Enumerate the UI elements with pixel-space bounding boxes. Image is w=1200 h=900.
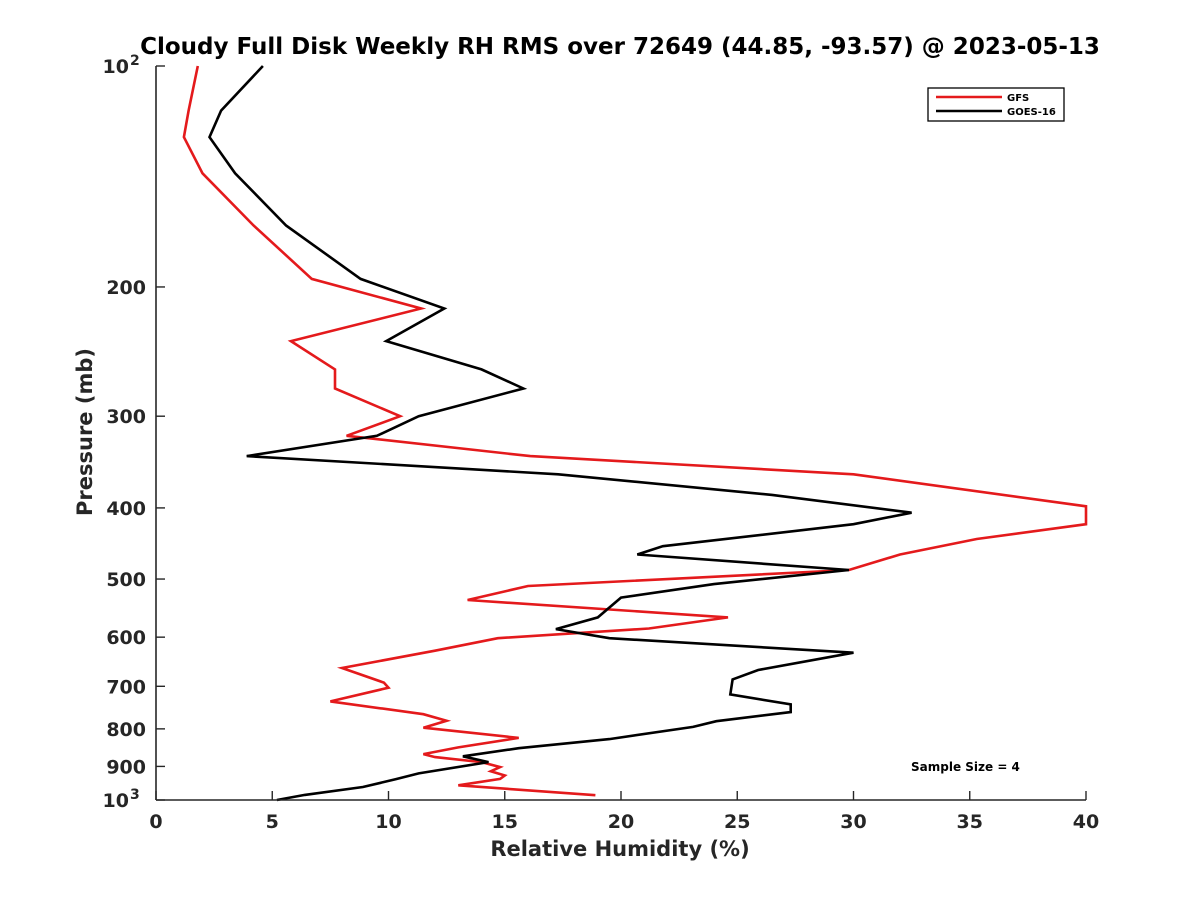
y-tick-exponent: 2 [130, 53, 140, 69]
y-tick-label: 200 [106, 277, 146, 299]
y-tick-label: 900 [106, 756, 146, 778]
x-tick-label: 35 [957, 811, 983, 833]
series-layer [182, 65, 1088, 802]
legend-box [927, 87, 1065, 122]
x-tick-label: 15 [492, 811, 518, 833]
x-tick-label: 5 [266, 811, 279, 833]
plot-background [156, 66, 1086, 800]
x-tick-label: 25 [724, 811, 750, 833]
y-tick-label: 400 [106, 498, 146, 520]
y-tick-label: 800 [106, 719, 146, 741]
y-tick-label: 10 [103, 790, 129, 812]
x-tick-label: 20 [608, 811, 634, 833]
y-tick-label: 600 [106, 627, 146, 649]
sample-size-annotation: Sample Size = 4 [911, 760, 1020, 774]
y-tick-label: 700 [106, 676, 146, 698]
y-tick-label: 300 [106, 406, 146, 428]
x-tick-label: 40 [1073, 811, 1099, 833]
y-tick-label: 500 [106, 569, 146, 591]
series-line-goes16 [208, 65, 912, 802]
legend-label-goes16: GOES-16 [1007, 107, 1056, 118]
x-tick-label: 10 [375, 811, 401, 833]
x-axis-ticks: 0 5 10 15 20 25 30 35 40 [149, 791, 1099, 833]
legend-label-gfs: GFS [1007, 93, 1029, 104]
y-tick-exponent: 3 [130, 787, 140, 803]
y-axis-label: Pressure (mb) [73, 348, 97, 516]
x-axis-label: Relative Humidity (%) [490, 837, 749, 861]
y-tick-label: 10 [103, 56, 129, 78]
plot-area: 0 5 10 15 20 25 30 35 40 21020030040050060070080… [103, 53, 1100, 833]
chart-title: Cloudy Full Disk Weekly RH RMS over 7264… [140, 34, 1100, 60]
x-tick-label: 30 [840, 811, 866, 833]
legend: GFS GOES-16 [927, 87, 1065, 122]
series-line-gfs [182, 65, 1088, 797]
x-tick-label: 0 [149, 811, 162, 833]
